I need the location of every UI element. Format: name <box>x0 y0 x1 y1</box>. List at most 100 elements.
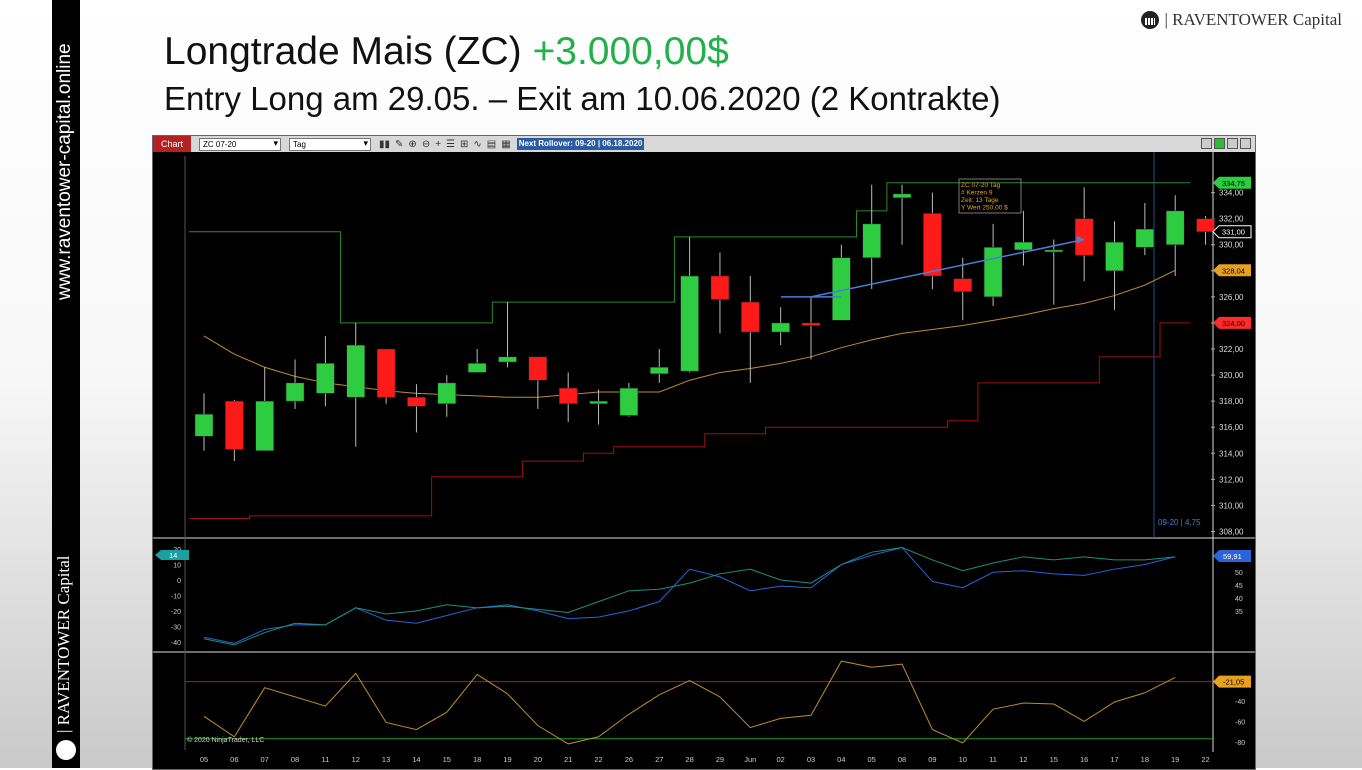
candle-up <box>892 193 912 199</box>
x-axis-label: 07 <box>261 755 269 764</box>
candle-up <box>619 387 639 416</box>
cci-tick: -60 <box>1235 719 1245 726</box>
measure-box <box>958 178 1022 214</box>
price-flag <box>1213 316 1251 329</box>
bar-type-icon[interactable]: ▮▮ <box>379 138 391 150</box>
candle-up <box>194 413 214 437</box>
price-tick-label: 332,00 <box>1219 215 1244 224</box>
x-axis-label: Jun <box>744 755 756 764</box>
brand-name: | RAVENTOWER Capital <box>1164 10 1343 29</box>
candle-up <box>498 356 517 363</box>
x-axis-label: 12 <box>352 755 360 764</box>
price-flag <box>1212 225 1252 239</box>
measure-box-text: ZC 07-20 Tag <box>961 182 1001 189</box>
instrument-select[interactable]: ZC 07-20 <box>199 137 282 151</box>
window-green-button[interactable] <box>1214 138 1225 149</box>
moving-average-line <box>203 269 1176 398</box>
x-axis-label: 27 <box>655 755 663 764</box>
cci-tick: -80 <box>1235 740 1245 747</box>
candle-up <box>1135 228 1155 248</box>
candle-down <box>558 387 578 404</box>
zoom-in-icon[interactable]: ⊕ <box>408 138 417 150</box>
x-axis-label: 04 <box>837 755 845 764</box>
window-link-button[interactable] <box>1201 138 1212 149</box>
chart-window: Chart ZC 07-20 Tag ▮▮ ✎ ⊕ ⊖ + ☰ ⊞ ∿ ▤ ▦ … <box>152 135 1256 770</box>
x-axis-label: 22 <box>594 755 602 764</box>
x-axis-label: 18 <box>473 755 481 764</box>
osc-left-tick: -20 <box>171 609 181 616</box>
osc-right-flag <box>1213 550 1251 562</box>
properties-icon[interactable]: ☰ <box>446 138 456 150</box>
data-box-icon[interactable]: ▦ <box>501 138 511 150</box>
oscillator-blue-line <box>203 546 1176 644</box>
candle-down <box>1074 218 1094 256</box>
candle-down <box>1196 218 1215 232</box>
price-flag-label: 324,00 <box>1222 319 1245 328</box>
x-axis-label: 28 <box>685 755 693 764</box>
rollover-notice[interactable]: Next Rollover: 09-20 | 06.18.2020 <box>516 138 645 150</box>
brand-header: | RAVENTOWER Capital <box>1140 10 1343 30</box>
chart-tab[interactable]: Chart <box>153 136 192 152</box>
window-restore-button[interactable] <box>1227 138 1238 149</box>
candle-up <box>983 247 1003 298</box>
candle-up <box>346 344 365 398</box>
x-axis-label: 15 <box>1050 755 1058 764</box>
price-tick-label: 312,00 <box>1219 475 1244 484</box>
osc-left-flag <box>155 550 189 560</box>
x-axis-label: 05 <box>868 755 876 764</box>
trade-arrow-head <box>1076 235 1085 244</box>
x-axis-label: 08 <box>291 755 299 764</box>
price-flag-label: 334,75 <box>1222 179 1245 188</box>
x-axis-label: 11 <box>989 755 997 764</box>
x-axis-label: 14 <box>412 755 420 764</box>
candle-down <box>528 356 548 381</box>
measure-box-text: # Kerzen 9 <box>961 190 993 197</box>
x-axis-label: 19 <box>1171 755 1179 764</box>
candle-down <box>953 278 972 292</box>
x-axis-label: 13 <box>382 755 390 764</box>
raventower-logo-icon <box>56 740 76 760</box>
chart-plot-area[interactable]: 334,00332,00330,00328,00326,00324,00322,… <box>153 152 1255 769</box>
templates-icon[interactable]: ▤ <box>486 138 497 150</box>
osc-right-tick: 35 <box>1235 609 1243 616</box>
osc-left-tick: -10 <box>171 593 181 600</box>
crosshair-icon[interactable]: + <box>435 138 442 150</box>
candle-down <box>376 348 396 398</box>
x-axis-label: 20 <box>534 755 542 764</box>
candle-up <box>285 382 305 402</box>
osc-left-tick: 10 <box>173 563 181 570</box>
x-axis-label: 26 <box>625 755 633 764</box>
price-tick-label: 334,00 <box>1219 189 1244 198</box>
price-tick-label: 308,00 <box>1219 527 1244 536</box>
price-flag <box>1213 264 1251 277</box>
price-tick-label: 320,00 <box>1219 371 1244 380</box>
toolbar-icons: ▮▮ ✎ ⊕ ⊖ + ☰ ⊞ ∿ ▤ ▦ <box>379 139 511 150</box>
indicators-icon[interactable]: ∿ <box>473 138 482 150</box>
trade-subtitle: Entry Long am 29.05. – Exit am 10.06.202… <box>164 80 1001 117</box>
period-select[interactable]: Tag <box>289 137 372 151</box>
page-title: Longtrade Mais (ZC) +3.000,00$ <box>164 30 729 74</box>
x-axis-label: 12 <box>1019 755 1027 764</box>
lower-channel-line <box>188 322 1191 519</box>
price-tick-label: 318,00 <box>1219 397 1244 406</box>
left-brand-strip <box>52 0 80 768</box>
x-axis-label: 19 <box>503 755 511 764</box>
zoom-out-icon[interactable]: ⊖ <box>421 138 431 150</box>
window-close-button[interactable] <box>1240 138 1251 149</box>
draw-tool-icon[interactable]: ✎ <box>395 138 404 150</box>
candle-up <box>680 275 699 372</box>
candle-down <box>407 396 426 407</box>
upper-channel-line <box>188 182 1191 324</box>
copyright-label: © 2020 NinjaTrader, LLC <box>187 736 264 744</box>
trade-title: Longtrade Mais (ZC) <box>164 30 522 73</box>
x-axis-label: 22 <box>1201 755 1209 764</box>
strategies-icon[interactable]: ⊞ <box>460 138 469 150</box>
candle-up <box>589 400 608 404</box>
x-axis-label: 17 <box>1110 755 1118 764</box>
oscillator-teal-line <box>203 547 1176 646</box>
x-axis-label: 15 <box>443 755 451 764</box>
candle-up <box>467 363 487 373</box>
candle-up <box>1014 241 1033 251</box>
price-tick-label: 330,00 <box>1219 241 1244 250</box>
osc-left-flag-label: 14 <box>169 551 177 560</box>
